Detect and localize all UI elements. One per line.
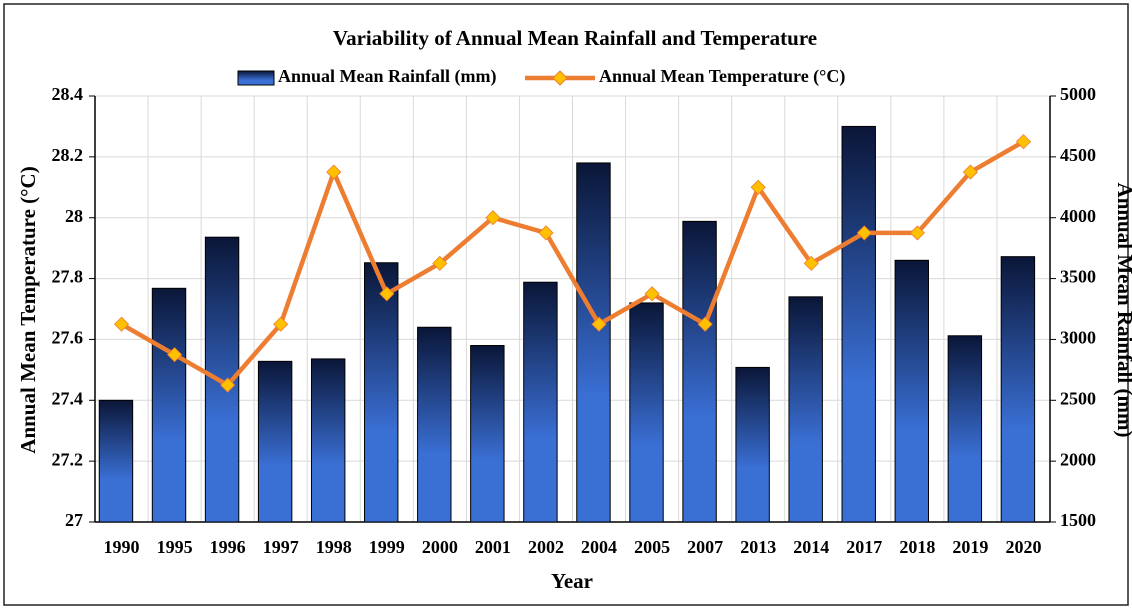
x-tick-label: 1999 bbox=[369, 537, 405, 557]
marker bbox=[379, 286, 395, 302]
y-tick-label: 28.2 bbox=[52, 145, 84, 165]
marker bbox=[432, 255, 448, 271]
y2-tick-label: 2000 bbox=[1060, 449, 1096, 469]
bar bbox=[98, 399, 134, 523]
marker bbox=[167, 347, 183, 363]
y-tick-label: 27.2 bbox=[52, 449, 84, 469]
y-tick-label: 27.6 bbox=[52, 328, 84, 348]
y-tick-label: 27.4 bbox=[52, 388, 84, 408]
y2-axis-title: Annual Mean Rainfall (mm) bbox=[1113, 183, 1132, 438]
marker bbox=[220, 377, 236, 393]
marker bbox=[697, 316, 713, 332]
x-tick-label: 2001 bbox=[475, 537, 511, 557]
x-tick-label: 2007 bbox=[687, 537, 723, 557]
marker bbox=[326, 164, 342, 180]
legend-marker bbox=[552, 70, 568, 86]
marker bbox=[750, 179, 766, 195]
x-tick-label: 2000 bbox=[422, 537, 458, 557]
x-tick-label: 1997 bbox=[263, 537, 299, 557]
x-tick-label: 2018 bbox=[899, 537, 935, 557]
bar bbox=[310, 358, 346, 523]
y-tick-label: 27 bbox=[65, 510, 83, 530]
bar bbox=[841, 125, 876, 523]
y2-tick-label: 3000 bbox=[1060, 328, 1096, 348]
x-axis-title: Year bbox=[551, 569, 593, 593]
bar bbox=[364, 262, 399, 523]
bar bbox=[417, 326, 452, 523]
bar bbox=[257, 360, 293, 523]
bar bbox=[735, 366, 770, 523]
y2-tick-label: 4000 bbox=[1060, 206, 1096, 226]
x-tick-label: 2020 bbox=[1005, 537, 1041, 557]
marker bbox=[538, 225, 554, 241]
marker bbox=[113, 316, 130, 332]
bar bbox=[151, 287, 187, 523]
bar bbox=[629, 302, 664, 523]
bar bbox=[947, 335, 983, 523]
y2-tick-label: 1500 bbox=[1060, 510, 1096, 530]
line bbox=[120, 139, 1025, 388]
bar bbox=[682, 220, 717, 523]
legend-label: Annual Mean Temperature (°C) bbox=[599, 66, 845, 87]
x-tick-label: 1996 bbox=[210, 537, 246, 557]
legend-label: Annual Mean Rainfall (mm) bbox=[278, 66, 497, 87]
marker bbox=[909, 225, 925, 241]
marker bbox=[273, 316, 289, 332]
marker bbox=[644, 286, 660, 302]
chart-title: Variability of Annual Mean Rainfall and … bbox=[333, 26, 817, 50]
x-tick-label: 1995 bbox=[157, 537, 193, 557]
legend-swatch bbox=[237, 70, 275, 86]
x-tick-label: 1998 bbox=[316, 537, 352, 557]
x-tick-label: 2013 bbox=[740, 537, 776, 557]
bar bbox=[894, 259, 930, 523]
y2-tick-label: 3500 bbox=[1060, 267, 1096, 287]
y2-tick-label: 5000 bbox=[1060, 84, 1096, 104]
bar bbox=[788, 296, 823, 523]
y-axis-title: Annual Mean Temperature (°C) bbox=[16, 166, 40, 453]
x-tick-label: 2019 bbox=[952, 537, 988, 557]
marker bbox=[591, 316, 607, 332]
x-tick-label: 2002 bbox=[528, 537, 564, 557]
bar bbox=[1000, 256, 1036, 523]
y-tick-label: 28 bbox=[65, 206, 83, 226]
x-tick-label: 2017 bbox=[846, 537, 882, 557]
y-tick-label: 28.4 bbox=[52, 84, 84, 104]
y-tick-label: 27.8 bbox=[52, 267, 84, 287]
marker bbox=[962, 164, 978, 180]
chart-frame bbox=[3, 3, 1129, 606]
x-tick-label: 2004 bbox=[581, 537, 617, 557]
marker bbox=[803, 255, 819, 271]
x-tick-label: 1990 bbox=[104, 537, 140, 557]
bar bbox=[576, 162, 611, 523]
bar bbox=[523, 281, 558, 523]
y2-tick-label: 4500 bbox=[1060, 145, 1096, 165]
bar bbox=[470, 345, 505, 523]
marker bbox=[1015, 134, 1032, 150]
x-tick-label: 2005 bbox=[634, 537, 670, 557]
x-tick-label: 2014 bbox=[793, 537, 829, 557]
y2-tick-label: 2500 bbox=[1060, 388, 1096, 408]
marker bbox=[485, 210, 501, 226]
marker bbox=[856, 225, 872, 241]
